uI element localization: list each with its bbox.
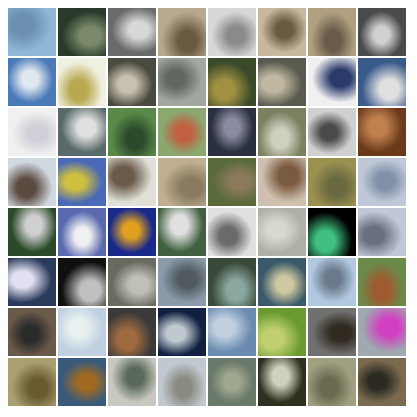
image-tile: [308, 308, 356, 356]
image-tile: [358, 58, 406, 106]
image-grid: [8, 8, 408, 408]
image-tile: [258, 208, 306, 256]
image-tile: [208, 58, 256, 106]
image-tile: [358, 258, 406, 306]
image-tile: [308, 8, 356, 56]
image-tile: [108, 158, 156, 206]
image-tile: [8, 108, 56, 156]
image-tile: [58, 258, 106, 306]
image-tile: [358, 308, 406, 356]
image-tile: [108, 208, 156, 256]
image-tile: [58, 358, 106, 406]
image-tile: [108, 258, 156, 306]
image-tile: [358, 158, 406, 206]
image-tile: [208, 308, 256, 356]
image-tile: [158, 158, 206, 206]
image-tile: [308, 158, 356, 206]
image-tile: [108, 108, 156, 156]
image-tile: [8, 158, 56, 206]
image-tile: [8, 8, 56, 56]
image-tile: [8, 208, 56, 256]
image-tile: [208, 108, 256, 156]
image-tile: [258, 8, 306, 56]
image-tile: [208, 8, 256, 56]
image-tile: [58, 158, 106, 206]
image-tile: [258, 58, 306, 106]
image-tile: [258, 108, 306, 156]
image-tile: [308, 208, 356, 256]
image-tile: [358, 208, 406, 256]
image-tile: [108, 308, 156, 356]
image-tile: [208, 358, 256, 406]
image-tile: [158, 308, 206, 356]
image-tile: [258, 308, 306, 356]
image-tile: [158, 8, 206, 56]
image-tile: [308, 108, 356, 156]
image-tile: [158, 358, 206, 406]
image-tile: [8, 58, 56, 106]
image-tile: [258, 358, 306, 406]
image-tile: [58, 208, 106, 256]
image-tile: [308, 358, 356, 406]
image-tile: [158, 58, 206, 106]
image-tile: [158, 258, 206, 306]
image-tile: [308, 58, 356, 106]
image-tile: [208, 208, 256, 256]
image-tile: [58, 308, 106, 356]
image-tile: [8, 308, 56, 356]
image-tile: [108, 358, 156, 406]
image-tile: [208, 258, 256, 306]
image-tile: [8, 358, 56, 406]
image-tile: [58, 108, 106, 156]
image-tile: [258, 158, 306, 206]
image-tile: [58, 58, 106, 106]
image-tile: [108, 8, 156, 56]
image-tile: [358, 8, 406, 56]
image-tile: [8, 258, 56, 306]
image-tile: [208, 158, 256, 206]
image-tile: [308, 258, 356, 306]
image-tile: [358, 358, 406, 406]
image-tile: [358, 108, 406, 156]
image-tile: [158, 208, 206, 256]
image-tile: [58, 8, 106, 56]
image-tile: [258, 258, 306, 306]
image-tile: [108, 58, 156, 106]
image-tile: [158, 108, 206, 156]
